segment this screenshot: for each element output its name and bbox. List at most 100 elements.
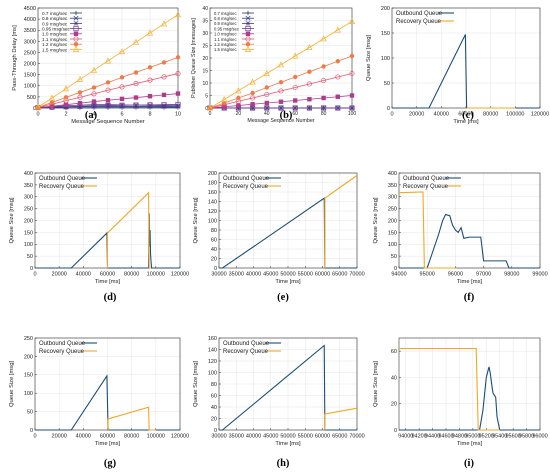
- y-tick-label: 30: [202, 31, 208, 37]
- series-line: [399, 366, 540, 431]
- x-tick-label: 60000: [458, 112, 473, 118]
- chart-c: 0 20000 40000 60000 80000 100000 120000 0 50 100 1…: [366, 6, 549, 125]
- legend-marker: [245, 36, 251, 42]
- data-point: [307, 69, 312, 74]
- y-tick-label: 500: [27, 95, 36, 101]
- y-axis-label: Queue Size [msg]: [9, 197, 15, 243]
- y-tick-label: 100: [388, 242, 397, 248]
- data-point: [277, 61, 285, 68]
- y-tick-label: 100: [381, 56, 390, 62]
- data-point: [348, 18, 356, 25]
- legend-marker: [72, 45, 80, 52]
- x-tick-label: 95400: [492, 434, 507, 440]
- y-tick-label: 40: [211, 247, 217, 253]
- data-point: [236, 103, 241, 108]
- data-point: [91, 91, 97, 97]
- panel-label: (d): [104, 292, 117, 303]
- y-tick-label: 40: [202, 6, 208, 12]
- series-0: [399, 213, 540, 269]
- series-line: [324, 174, 358, 268]
- x-tick-label: 40000: [246, 272, 261, 278]
- legend-label: 0.8 msg/sec: [214, 16, 237, 21]
- panel-label: (f): [464, 292, 475, 303]
- data-point: [105, 102, 111, 108]
- y-tick-label: 200: [24, 354, 33, 360]
- y-tick-label: 25: [202, 43, 208, 49]
- y-tick-label: 200: [208, 171, 217, 177]
- x-axis-label: Time [ms]: [95, 441, 121, 447]
- y-tick-label: 0: [394, 428, 397, 434]
- y-tick-label: 150: [24, 373, 33, 379]
- legend-marker: [245, 31, 251, 36]
- x-tick-label: 100000: [506, 112, 524, 118]
- x-tick-label: 20000: [52, 272, 67, 278]
- series-line: [107, 406, 156, 431]
- legend-marker: [245, 20, 251, 26]
- y-tick-label: 20: [202, 56, 208, 62]
- series-1: [399, 347, 500, 431]
- x-tick-label: 0: [33, 272, 36, 278]
- x-tick-label: 35000: [229, 434, 244, 440]
- x-tick-label: 10: [175, 112, 181, 118]
- data-point: [334, 26, 341, 33]
- y-tick-label: 20: [211, 256, 217, 262]
- x-tick-label: 94000: [398, 434, 413, 440]
- legend-label: 1.1 msg/sec: [214, 37, 237, 42]
- data-point: [119, 84, 125, 90]
- x-tick-label: 0: [33, 434, 36, 440]
- data-point: [321, 77, 327, 84]
- y-axis-label: Publisher Queue Size [messages]: [191, 18, 197, 98]
- data-point: [321, 64, 326, 69]
- legend-label: Recovery Queue: [39, 184, 85, 190]
- series-line: [324, 407, 358, 430]
- series-0: [219, 197, 357, 269]
- data-point: [119, 96, 125, 102]
- data-point: [161, 74, 167, 80]
- legend: Outbound Queue Recovery Queue: [396, 11, 454, 25]
- data-point: [292, 105, 298, 111]
- x-tick-label: 60000: [100, 272, 115, 278]
- y-tick-label: 350: [388, 183, 397, 189]
- y-tick-label: 20: [391, 402, 397, 408]
- x-tick-label: 94600: [438, 434, 453, 440]
- plot-frame: [398, 337, 541, 431]
- data-point: [91, 85, 97, 90]
- x-tick-label: 20: [236, 111, 242, 117]
- y-tick-label: 0: [33, 106, 36, 112]
- series-line: [35, 374, 180, 431]
- data-point: [335, 105, 341, 111]
- series-line: [37, 73, 179, 108]
- series-line: [399, 347, 500, 431]
- x-tick-label: 60: [292, 111, 298, 117]
- data-point: [278, 80, 284, 85]
- chart-f: 94000 95000 96000 97000 98000 99000 0 50 100 150 2…: [373, 171, 548, 303]
- x-tick-label: 80000: [124, 434, 139, 440]
- x-tick-label: 94200: [411, 434, 426, 440]
- x-tick-label: 94800: [452, 434, 467, 440]
- y-tick-label: 100: [208, 218, 217, 224]
- data-point: [161, 92, 167, 98]
- x-axis-label: Message Sequence Number: [247, 118, 314, 124]
- y-tick-label: 0: [205, 106, 208, 112]
- legend-label: 1.5 msg/sec: [214, 47, 237, 52]
- data-point: [235, 87, 242, 94]
- x-tick-label: 100: [348, 111, 357, 117]
- y-axis-label: Queue Size [msg]: [373, 361, 379, 407]
- series-1: [398, 191, 456, 269]
- plot-frame: [391, 7, 541, 109]
- legend-marker: [73, 20, 79, 26]
- legend-marker: [73, 36, 79, 42]
- x-tick-label: 70000: [349, 272, 364, 278]
- series-1: [106, 191, 151, 269]
- data-point: [132, 38, 140, 45]
- y-tick-label: 50: [391, 254, 397, 260]
- x-tick-label: 60000: [315, 434, 330, 440]
- data-point: [105, 87, 111, 93]
- legend: Outbound Queue Recovery Queue: [403, 176, 461, 190]
- panel-label: (g): [104, 458, 117, 469]
- chart-h: 30000 35000 40000 45000 50000 55000 60000 65000…: [193, 336, 365, 469]
- x-tick-label: 120000: [171, 434, 189, 440]
- data-point: [147, 94, 153, 99]
